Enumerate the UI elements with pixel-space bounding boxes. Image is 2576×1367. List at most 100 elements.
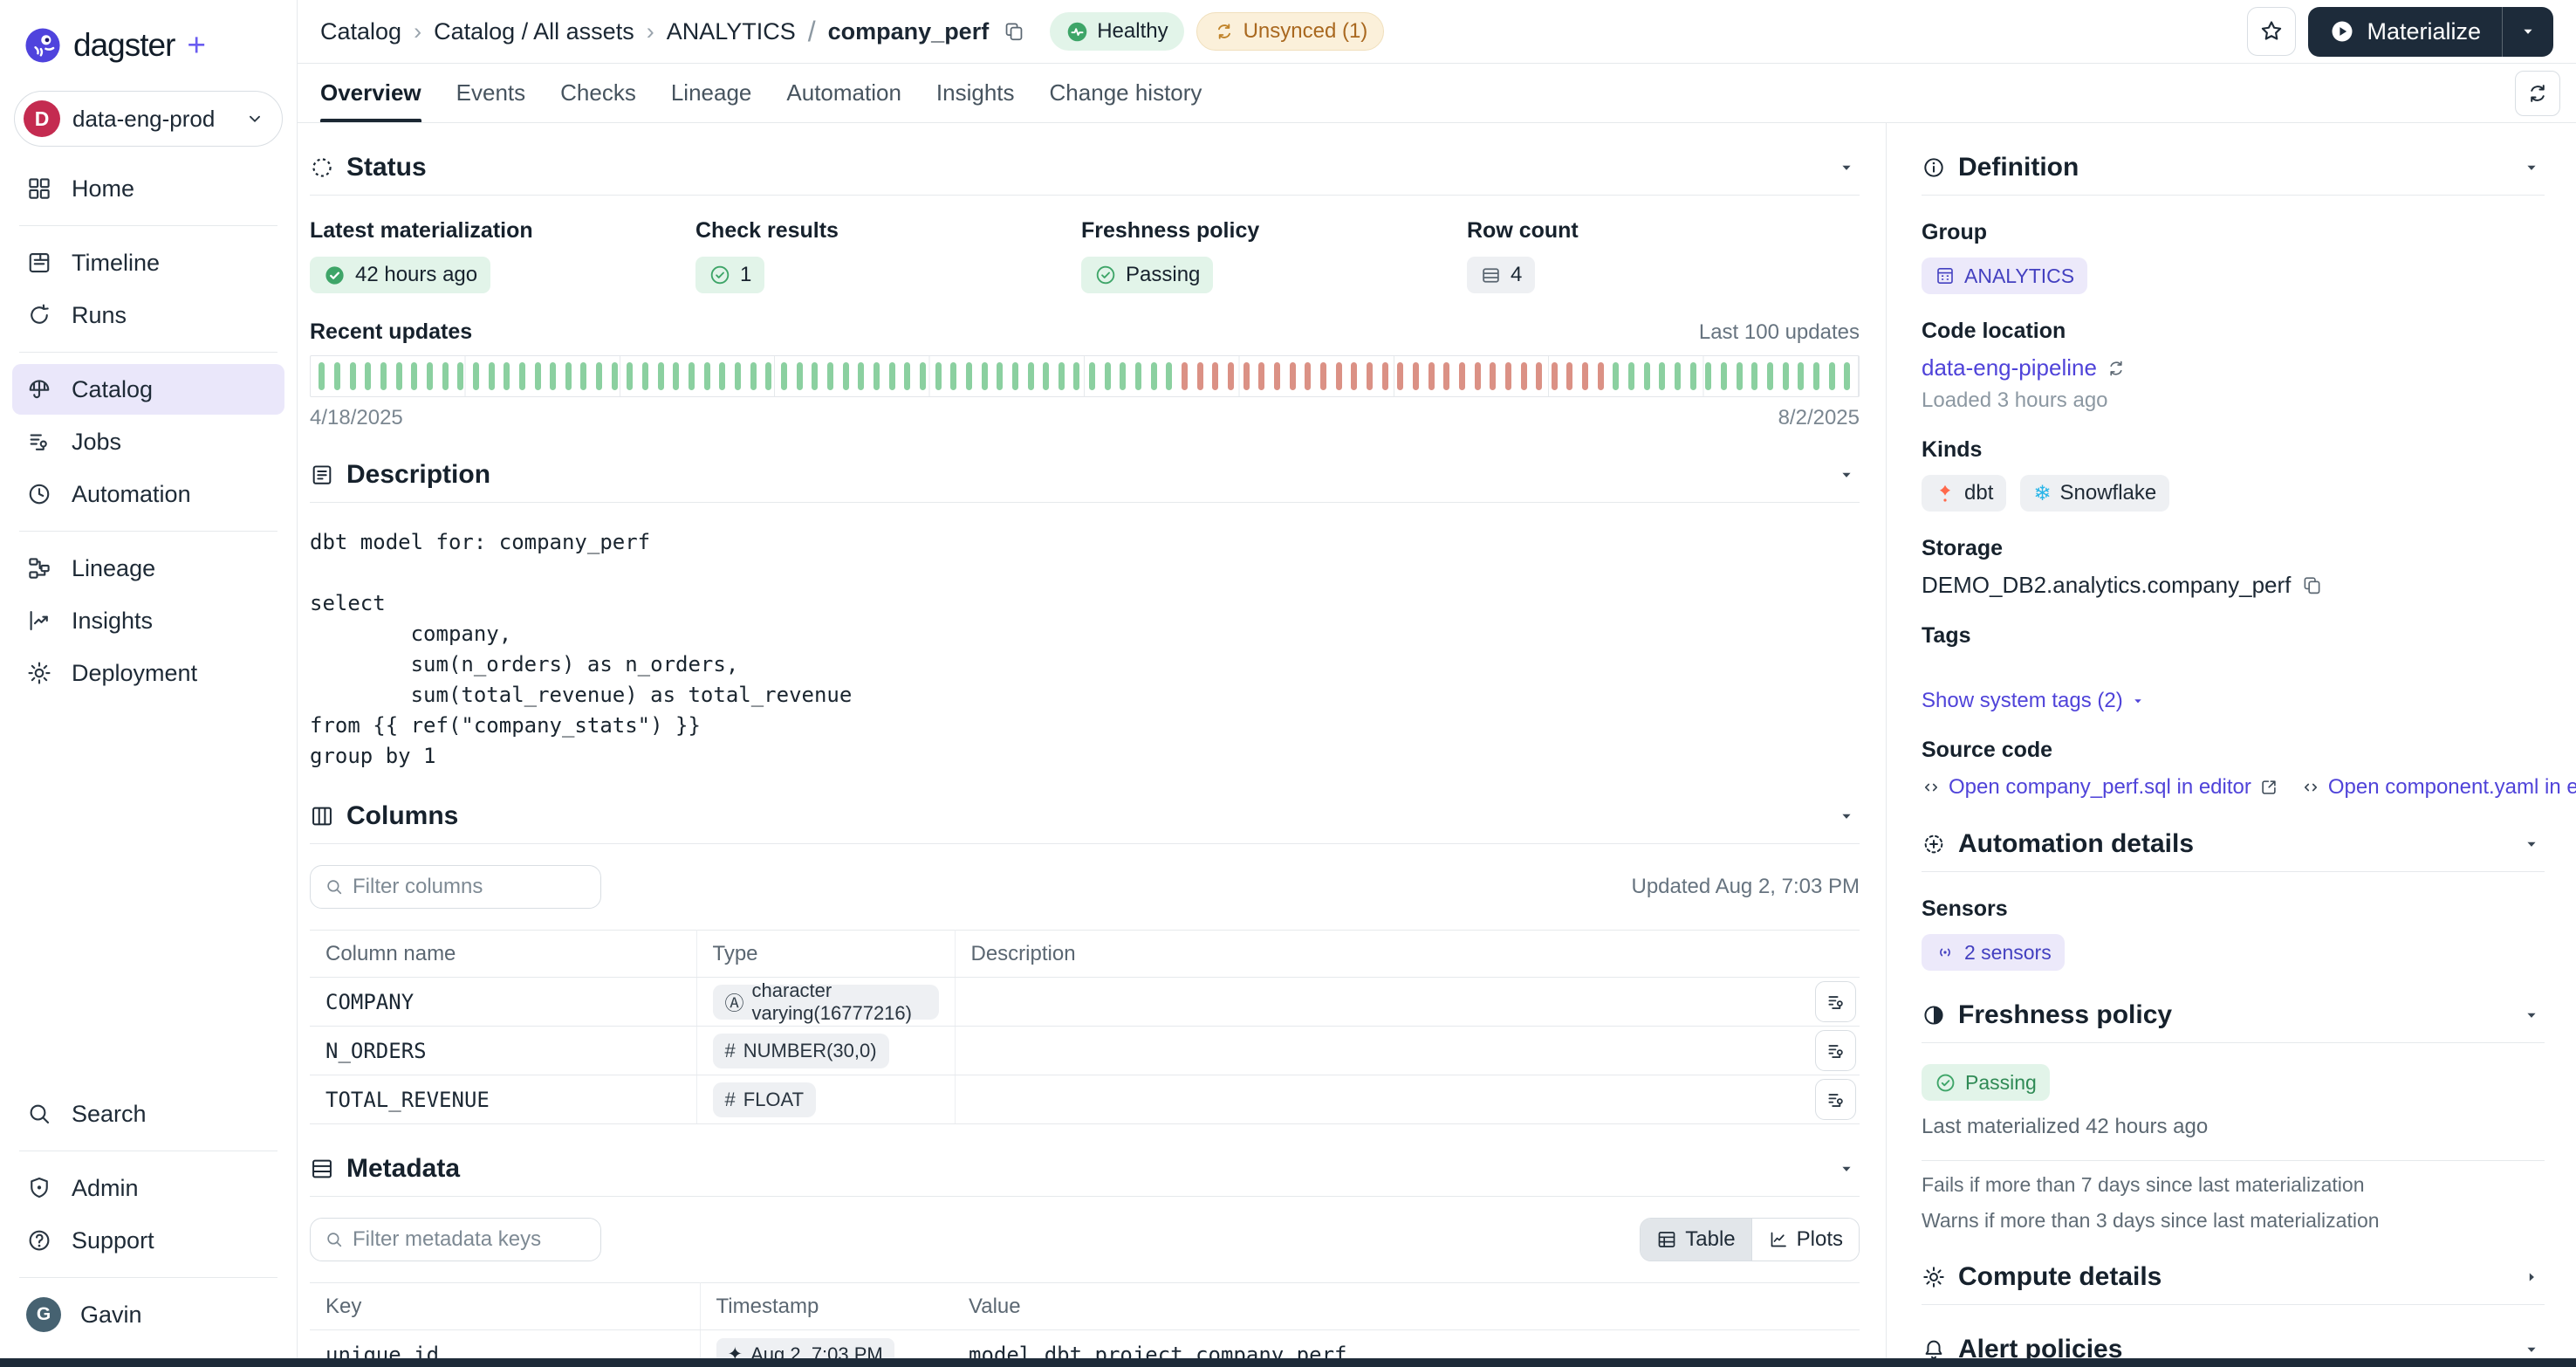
sidebar-item-support[interactable]: Support	[12, 1215, 284, 1266]
tab-change-history[interactable]: Change history	[1049, 79, 1202, 106]
tab-checks[interactable]: Checks	[560, 79, 636, 106]
update-bar-success	[472, 362, 479, 390]
kind-badge-snowflake[interactable]: ❄ Snowflake	[2020, 475, 2170, 512]
code-icon	[2301, 778, 2320, 797]
sidebar-item-timeline[interactable]: Timeline	[12, 237, 284, 288]
collapse-definition-button[interactable]	[2518, 155, 2545, 181]
dagster-logo[interactable]: dagster +	[0, 23, 297, 68]
update-bar-failure	[1551, 362, 1558, 390]
source-code-label: Source code	[1922, 738, 2053, 762]
update-bar-success	[1705, 362, 1712, 390]
refresh-button[interactable]	[2515, 71, 2560, 116]
materialize-options-button[interactable]	[2503, 7, 2553, 57]
collapse-status-button[interactable]	[1833, 155, 1860, 181]
breadcrumb-all-assets[interactable]: Catalog / All assets	[434, 17, 634, 45]
sensors-badge[interactable]: 2 sensors	[1922, 934, 2065, 971]
sidebar-item-user[interactable]: G Gavin	[12, 1289, 284, 1340]
tab-overview[interactable]: Overview	[320, 64, 421, 122]
compute-details-title: Compute details	[1958, 1262, 2162, 1291]
update-bar-success	[1135, 362, 1142, 390]
update-bar-success	[904, 362, 911, 390]
tab-automation[interactable]: Automation	[786, 79, 901, 106]
group-badge[interactable]: ANALYTICS	[1922, 258, 2088, 294]
copy-storage-button[interactable]	[2301, 574, 2323, 596]
unsynced-badge-label: Unsynced (1)	[1243, 19, 1368, 43]
column-description-cell	[955, 977, 1799, 1027]
bell-icon	[1922, 1337, 1946, 1362]
sidebar-item-label: Timeline	[72, 249, 161, 276]
sidebar-item-admin[interactable]: Admin	[12, 1163, 284, 1213]
copy-asset-name-button[interactable]	[1003, 20, 1025, 43]
update-bar-success	[426, 362, 433, 390]
column-lineage-button[interactable]	[1815, 981, 1856, 1023]
sidebar-item-insights[interactable]: Insights	[12, 595, 284, 646]
favorite-button[interactable]	[2247, 7, 2297, 56]
open-yaml-link[interactable]: Open component.yaml in editor	[2301, 775, 2576, 800]
kind-badge-dbt[interactable]: dbt	[1922, 475, 2007, 512]
tab-insights[interactable]: Insights	[935, 79, 1015, 106]
update-bar-failure	[1566, 362, 1573, 390]
column-row-n_orders: N_ORDERS # NUMBER(30,0)	[310, 1026, 1860, 1076]
sidebar-item-lineage[interactable]: Lineage	[12, 543, 284, 594]
materialize-button[interactable]: Materialize	[2308, 6, 2553, 57]
collapse-alerts-button[interactable]	[2518, 1336, 2545, 1363]
collapse-columns-button[interactable]	[1833, 803, 1860, 829]
compute-details-header: Compute details	[1922, 1262, 2545, 1292]
filter-columns-input[interactable]	[310, 865, 601, 910]
show-system-tags-link[interactable]: Show system tags (2)	[1922, 689, 2146, 713]
sidebar-item-home[interactable]: Home	[12, 163, 284, 214]
sidebar-item-deployment[interactable]: Deployment	[12, 648, 284, 698]
update-bar-success	[333, 362, 340, 390]
update-bar-failure	[1490, 362, 1497, 390]
expand-compute-button[interactable]	[2518, 1264, 2545, 1290]
update-bar-failure	[1258, 362, 1265, 390]
column-lineage-button[interactable]	[1815, 1030, 1856, 1072]
sidebar-item-runs[interactable]: Runs	[12, 290, 284, 340]
metadata-table: Key Timestamp Value unique_id ✦ Aug 2, 7:…	[310, 1282, 1860, 1367]
window-bottom-edge	[0, 1358, 2576, 1367]
details-panel: Definition Group ANALYTICS Code location…	[1886, 123, 2576, 1367]
check-circle-icon	[709, 264, 731, 286]
sidebar-item-search[interactable]: Search	[12, 1089, 284, 1139]
collapse-freshness-button[interactable]	[2518, 1002, 2545, 1028]
filter-columns-field[interactable]	[353, 875, 586, 900]
code-location-link[interactable]: data-eng-pipeline	[1922, 354, 2127, 381]
recent-updates-strip[interactable]	[310, 355, 1860, 397]
column-type-cell: # NUMBER(30,0)	[696, 1026, 956, 1076]
sidebar-item-automation[interactable]: Automation	[12, 469, 284, 519]
breadcrumb-catalog[interactable]: Catalog	[320, 17, 402, 45]
sidebar-item-jobs[interactable]: Jobs	[12, 416, 284, 467]
view-table-button[interactable]: Table	[1641, 1219, 1751, 1261]
asset-name[interactable]: company_perf	[827, 17, 990, 45]
tab-events[interactable]: Events	[456, 79, 526, 106]
kinds-badges: dbt ❄ Snowflake	[1922, 463, 2545, 512]
collapse-description-button[interactable]	[1833, 462, 1860, 488]
sensors-badge-label: 2 sensors	[1964, 940, 2052, 964]
tab-lineage[interactable]: Lineage	[670, 79, 752, 106]
columns-icon	[310, 804, 334, 828]
admin-icon	[26, 1175, 52, 1201]
breadcrumb-separator-icon: ›	[646, 17, 654, 45]
metadata-toolbar: Table Plots	[310, 1218, 1860, 1262]
collapse-automation-button[interactable]	[2518, 831, 2545, 857]
definition-section-header: Definition	[1922, 153, 2545, 182]
description-section-title: Description	[346, 460, 491, 489]
filter-metadata-input[interactable]	[310, 1218, 601, 1262]
org-picker[interactable]: D data-eng-prod	[14, 91, 283, 147]
filter-metadata-field[interactable]	[353, 1227, 586, 1253]
sidebar-divider	[19, 1277, 277, 1278]
view-plots-button[interactable]: Plots	[1750, 1219, 1859, 1261]
sidebar-item-catalog[interactable]: Catalog	[12, 364, 284, 415]
update-bar-success	[365, 362, 372, 390]
health-badge[interactable]: Healthy	[1050, 12, 1184, 51]
column-lineage-button[interactable]	[1815, 1079, 1856, 1121]
unsynced-badge[interactable]: Unsynced (1)	[1196, 12, 1385, 51]
update-bar-success	[1104, 362, 1111, 390]
update-bar-success	[518, 362, 525, 390]
breadcrumb-asset-group[interactable]: ANALYTICS	[666, 17, 796, 45]
update-bar-failure	[1228, 362, 1235, 390]
update-bar-failure	[1196, 362, 1203, 390]
open-sql-link[interactable]: Open company_perf.sql in editor	[1922, 775, 2278, 800]
column-row-total_revenue: TOTAL_REVENUE # FLOAT	[310, 1075, 1860, 1125]
collapse-metadata-button[interactable]	[1833, 1156, 1860, 1182]
